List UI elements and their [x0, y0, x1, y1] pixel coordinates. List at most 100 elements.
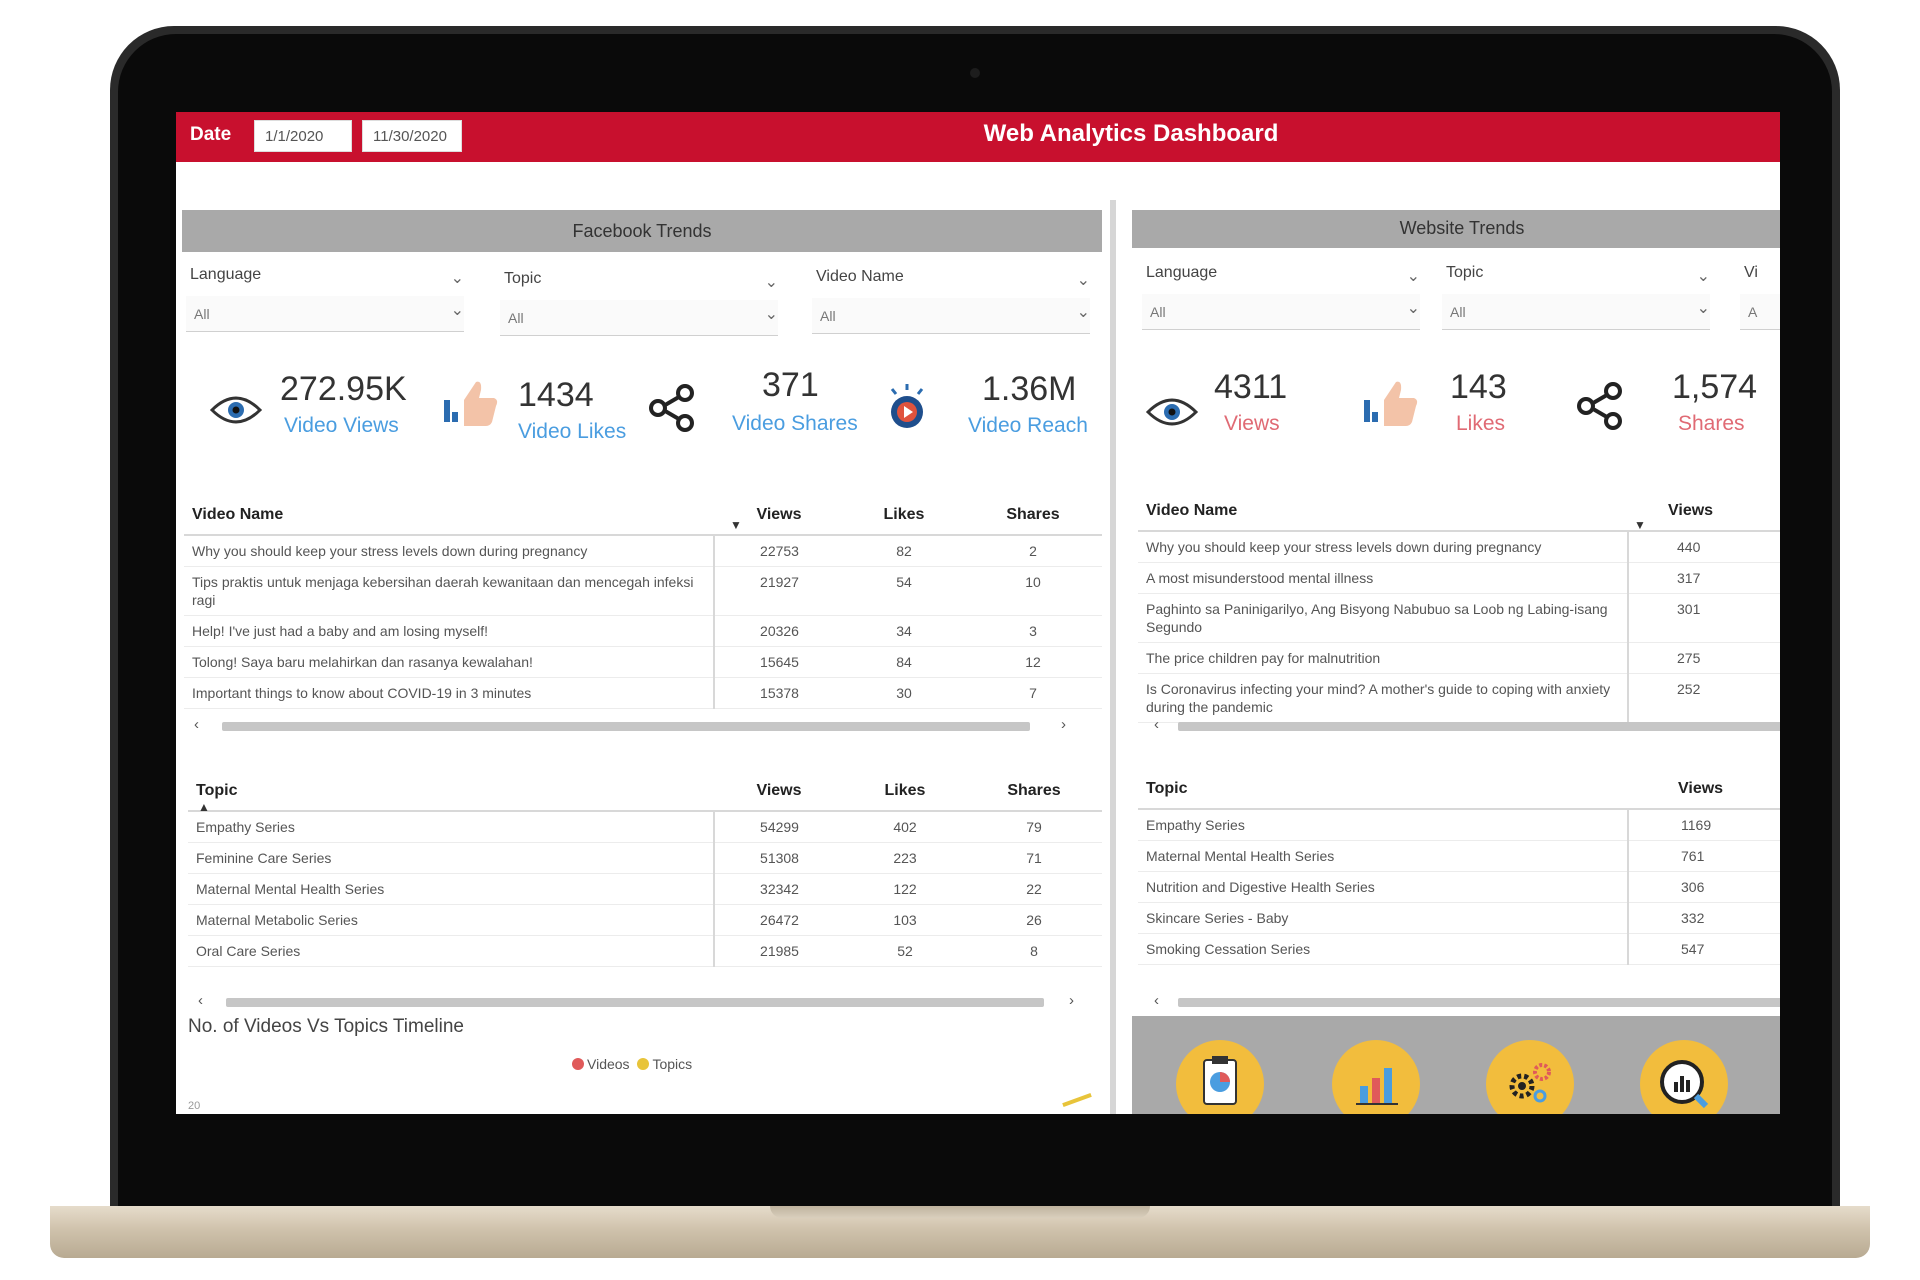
- table-row[interactable]: Nutrition and Digestive Health Series 30…: [1138, 871, 1780, 903]
- chevron-down-icon[interactable]: ⌄: [1406, 268, 1420, 285]
- table-row[interactable]: The price children pay for malnutrition …: [1138, 642, 1780, 674]
- scrollbar-thumb[interactable]: [222, 722, 1030, 731]
- sort-descending-icon[interactable]: ▼: [730, 518, 742, 532]
- chevron-down-icon[interactable]: ⌄: [1076, 272, 1090, 289]
- web-topic-slicer[interactable]: Topic ⌄ All ⌄: [1438, 264, 1718, 344]
- slicer-value[interactable]: All: [1442, 294, 1710, 330]
- scroll-right-icon[interactable]: ›: [1069, 992, 1074, 1009]
- slicer-value[interactable]: All: [812, 298, 1090, 334]
- column-header[interactable]: Views: [714, 772, 844, 812]
- topic-cell: Feminine Care Series: [188, 842, 714, 874]
- likes-cell: 402: [844, 811, 966, 843]
- table-row[interactable]: Oral Care Series 21985 52 8: [188, 935, 1102, 967]
- scroll-left-icon[interactable]: ‹: [1154, 992, 1159, 1009]
- fb-video-name-slicer[interactable]: Video Name ⌄ All ⌄: [808, 268, 1098, 348]
- chevron-down-icon[interactable]: ⌄: [450, 302, 464, 319]
- table-row[interactable]: Skincare Series - Baby 332: [1138, 902, 1780, 934]
- table-row[interactable]: Why you should keep your stress levels d…: [184, 535, 1102, 567]
- settings-nav-button[interactable]: [1486, 1040, 1574, 1114]
- column-header[interactable]: Video Name: [184, 496, 714, 536]
- web-views-value: 4311: [1214, 368, 1288, 406]
- table-row[interactable]: A most misunderstood mental illness 317: [1138, 562, 1780, 594]
- table-row[interactable]: Feminine Care Series 51308 223 71: [188, 842, 1102, 874]
- scroll-right-icon[interactable]: ›: [1061, 716, 1066, 733]
- likes-cell: 103: [844, 904, 966, 936]
- search-nav-button[interactable]: [1640, 1040, 1728, 1114]
- web-video-name-slicer[interactable]: Vi A: [1736, 264, 1780, 344]
- slicer-value[interactable]: All: [500, 300, 778, 336]
- slicer-value[interactable]: All: [186, 296, 464, 332]
- chevron-down-icon[interactable]: ⌄: [1406, 300, 1420, 317]
- shares-cell: 79: [966, 811, 1102, 843]
- scroll-left-icon[interactable]: ‹: [194, 716, 199, 733]
- video-name-cell: Tips praktis untuk menjaga kebersihan da…: [184, 566, 714, 616]
- table-row[interactable]: Help! I've just had a baby and am losing…: [184, 615, 1102, 647]
- table-row[interactable]: Why you should keep your stress levels d…: [1138, 531, 1780, 563]
- table-header-row: Topic Views Likes Shares: [188, 772, 1102, 812]
- chevron-down-icon[interactable]: ⌄: [1076, 304, 1090, 321]
- column-header[interactable]: Topic: [188, 772, 714, 812]
- likes-cell: 82: [844, 535, 964, 567]
- table-row[interactable]: Tolong! Saya baru melahirkan dan rasanya…: [184, 646, 1102, 678]
- chevron-down-icon[interactable]: ⌄: [764, 306, 778, 323]
- scroll-left-icon[interactable]: ‹: [198, 992, 203, 1009]
- column-header[interactable]: Likes: [844, 772, 966, 812]
- chevron-down-icon[interactable]: ⌄: [1696, 300, 1710, 317]
- column-header[interactable]: Shares: [966, 772, 1102, 812]
- chevron-down-icon[interactable]: ⌄: [764, 274, 778, 291]
- video-name-cell: Why you should keep your stress levels d…: [184, 535, 714, 567]
- chevron-down-icon[interactable]: ⌄: [450, 270, 464, 287]
- fb-views-value: 272.95K: [280, 370, 407, 408]
- column-header[interactable]: Views: [714, 496, 844, 536]
- bar-chart-icon: [1356, 1068, 1398, 1105]
- column-header[interactable]: Views: [1628, 770, 1780, 810]
- fb-shares-label: Video Shares: [732, 412, 858, 435]
- table-row[interactable]: Empathy Series 54299 402 79: [188, 811, 1102, 843]
- analytics-nav-button[interactable]: [1332, 1040, 1420, 1114]
- column-header[interactable]: Topic: [1138, 770, 1628, 810]
- fb-topic-slicer[interactable]: Topic ⌄ All ⌄: [496, 270, 786, 350]
- date-end-input[interactable]: 11/30/2020: [362, 120, 462, 152]
- fb-videos-hscrollbar[interactable]: ‹ ›: [182, 716, 1100, 733]
- sort-descending-icon[interactable]: ▼: [1634, 518, 1646, 532]
- column-header[interactable]: Shares: [964, 496, 1102, 536]
- table-row[interactable]: Paghinto sa Paninigarilyo, Ang Bisyong N…: [1138, 593, 1780, 643]
- table-row[interactable]: Tips praktis untuk menjaga kebersihan da…: [184, 566, 1102, 616]
- table-row[interactable]: Empathy Series 1169: [1138, 809, 1780, 841]
- column-header[interactable]: Views: [1628, 492, 1780, 532]
- y-axis-tick: 20: [188, 1100, 201, 1112]
- clipboard-pie-chart-icon: [1203, 1056, 1237, 1105]
- column-header[interactable]: Video Name: [1138, 492, 1628, 532]
- views-cell: 15645: [713, 646, 844, 678]
- table-row[interactable]: Maternal Mental Health Series 32342 122 …: [188, 873, 1102, 905]
- table-row[interactable]: Smoking Cessation Series 547: [1138, 933, 1780, 965]
- table-row[interactable]: Maternal Mental Health Series 761: [1138, 840, 1780, 872]
- topic-cell: Empathy Series: [188, 811, 714, 843]
- fb-kpi-row: 272.95K Video Views 1434 Video Likes 371…: [182, 366, 1102, 480]
- chevron-down-icon[interactable]: ⌄: [1696, 268, 1710, 285]
- web-videos-hscrollbar[interactable]: ‹: [1132, 716, 1780, 733]
- sort-ascending-icon[interactable]: ▲: [198, 800, 210, 814]
- scrollbar-thumb[interactable]: [1178, 998, 1780, 1007]
- slicer-value[interactable]: A: [1740, 294, 1780, 330]
- views-cell: 32342: [713, 873, 844, 905]
- scrollbar-thumb[interactable]: [1178, 722, 1780, 731]
- web-topics-hscrollbar[interactable]: ‹: [1132, 992, 1780, 1009]
- column-header[interactable]: Likes: [844, 496, 964, 536]
- eye-icon: [1146, 398, 1198, 426]
- table-row[interactable]: Important things to know about COVID-19 …: [184, 677, 1102, 709]
- scroll-left-icon[interactable]: ‹: [1154, 716, 1159, 733]
- slicer-value[interactable]: All: [1142, 294, 1420, 330]
- legend-label: Topics: [652, 1056, 693, 1072]
- shares-cell: 3: [964, 615, 1102, 647]
- views-cell: 252: [1627, 673, 1780, 723]
- fb-topics-hscrollbar[interactable]: ‹ ›: [182, 992, 1100, 1009]
- web-language-slicer[interactable]: Language ⌄ All ⌄: [1138, 264, 1428, 344]
- table-header-row: Topic Views: [1138, 770, 1780, 810]
- report-nav-button[interactable]: [1176, 1040, 1264, 1114]
- scrollbar-thumb[interactable]: [226, 998, 1044, 1007]
- fb-language-slicer[interactable]: Language ⌄ All ⌄: [182, 266, 472, 346]
- date-start-input[interactable]: 1/1/2020: [254, 120, 352, 152]
- table-row[interactable]: Is Coronavirus infecting your mind? A mo…: [1138, 673, 1780, 723]
- table-row[interactable]: Maternal Metabolic Series 26472 103 26: [188, 904, 1102, 936]
